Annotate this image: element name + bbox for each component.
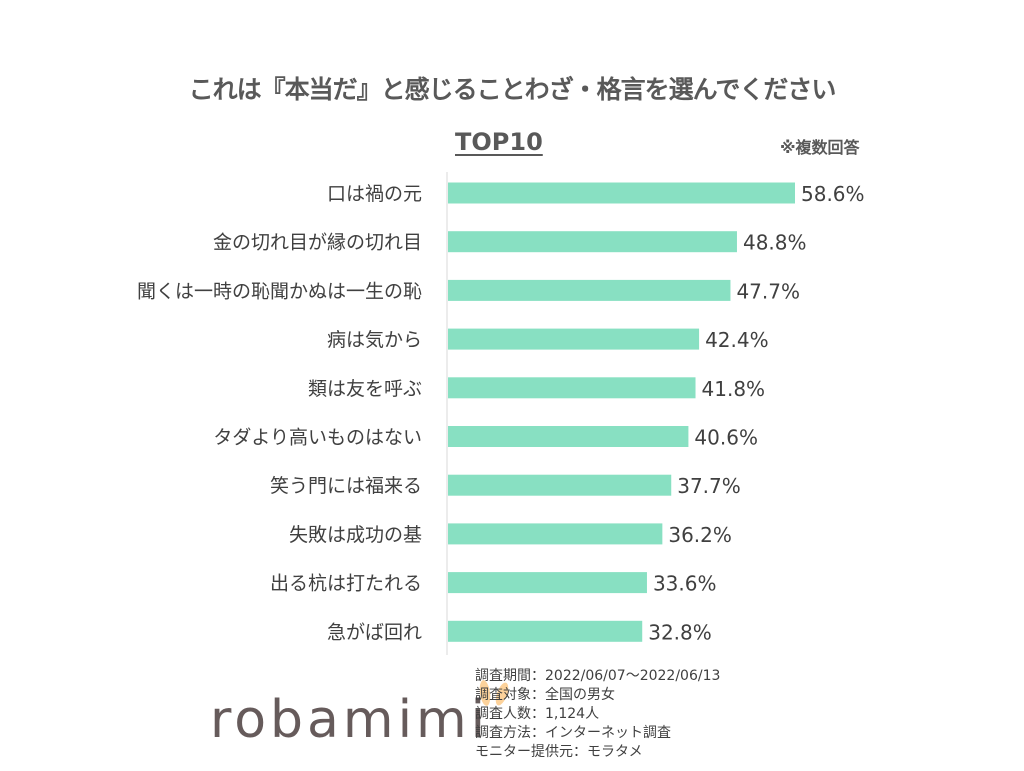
bar bbox=[448, 231, 737, 253]
category-label: 笑う門には福来る bbox=[270, 475, 422, 497]
category-label: 金の切れ目が縁の切れ目 bbox=[213, 232, 422, 254]
category-label: 類は友を呼ぶ bbox=[308, 378, 422, 400]
bar bbox=[448, 328, 700, 350]
value-label: 41.8% bbox=[702, 377, 766, 401]
bar bbox=[448, 620, 643, 642]
category-label: 失敗は成功の基 bbox=[289, 524, 422, 546]
survey-count: 調査人数：1,124人 bbox=[475, 706, 600, 722]
value-label: 33.6% bbox=[653, 572, 717, 596]
value-label: 47.7% bbox=[736, 279, 800, 303]
value-label: 42.4% bbox=[705, 328, 769, 352]
survey-period: 調査期間：2022/06/07～2022/06/13 bbox=[475, 668, 721, 684]
bar bbox=[448, 377, 696, 399]
value-label: 40.6% bbox=[694, 426, 758, 450]
survey-provider: モニター提供元：モラタメ bbox=[475, 744, 643, 760]
value-label: 32.8% bbox=[648, 620, 712, 644]
category-label: 口は禍の元 bbox=[327, 183, 422, 205]
category-label: 急がば回れ bbox=[327, 621, 422, 643]
category-label: 病は気から bbox=[327, 329, 422, 351]
bar bbox=[448, 523, 663, 545]
bar bbox=[448, 426, 689, 447]
bar bbox=[448, 572, 647, 594]
value-label: 48.8% bbox=[743, 231, 807, 255]
survey-method: 調査方法：インターネット調査 bbox=[475, 725, 671, 741]
chart-title: これは『本当だ』と感じることわざ・格言を選んでください bbox=[188, 75, 837, 104]
bar bbox=[448, 474, 672, 496]
survey-target: 調査対象：全国の男女 bbox=[475, 687, 615, 703]
category-label: 聞くは一時の恥聞かぬは一生の恥 bbox=[137, 280, 422, 302]
value-label: 36.2% bbox=[668, 523, 732, 547]
chart-subtitle: TOP10 bbox=[455, 128, 543, 156]
value-label: 58.6% bbox=[801, 182, 865, 206]
multiple-answer-note: ※複数回答 bbox=[780, 138, 860, 157]
bar bbox=[448, 182, 795, 204]
category-label: 出る杭は打たれる bbox=[270, 573, 422, 595]
logo-text: robamimi bbox=[210, 690, 490, 750]
bar bbox=[448, 279, 731, 301]
value-label: 37.7% bbox=[677, 474, 741, 498]
category-label: タダより高いものはない bbox=[213, 427, 422, 449]
survey-info: 調査期間：2022/06/07～2022/06/13 調査対象：全国の男女 調査… bbox=[475, 667, 720, 762]
